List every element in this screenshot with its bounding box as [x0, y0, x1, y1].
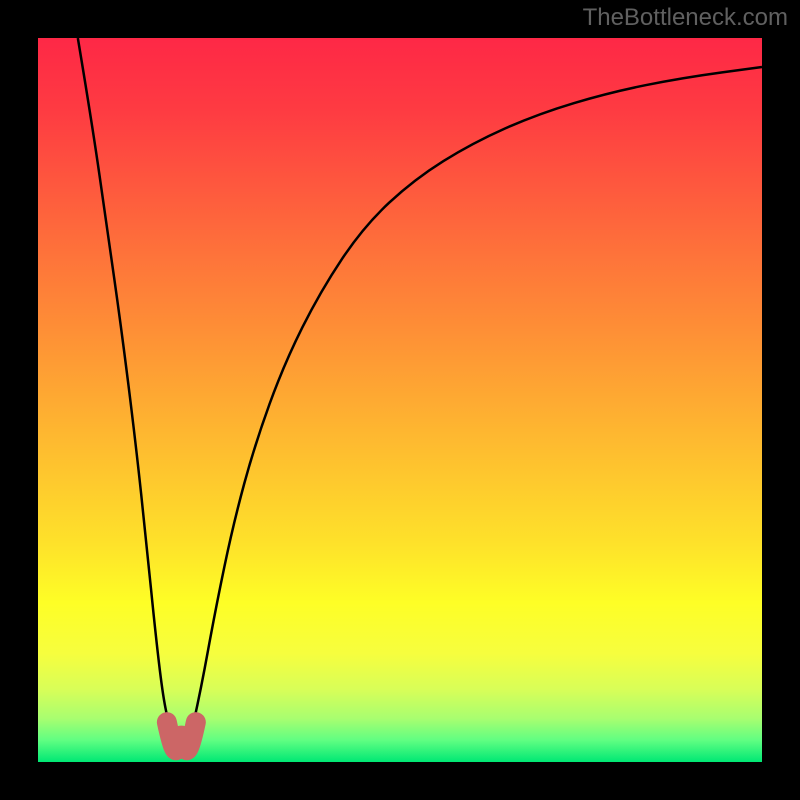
- chart-background: [38, 38, 762, 762]
- bottleneck-curve-chart: [0, 0, 800, 800]
- optimal-point-marker: [167, 722, 196, 750]
- watermark-text: TheBottleneck.com: [583, 4, 788, 32]
- chart-container: TheBottleneck.com: [0, 0, 800, 800]
